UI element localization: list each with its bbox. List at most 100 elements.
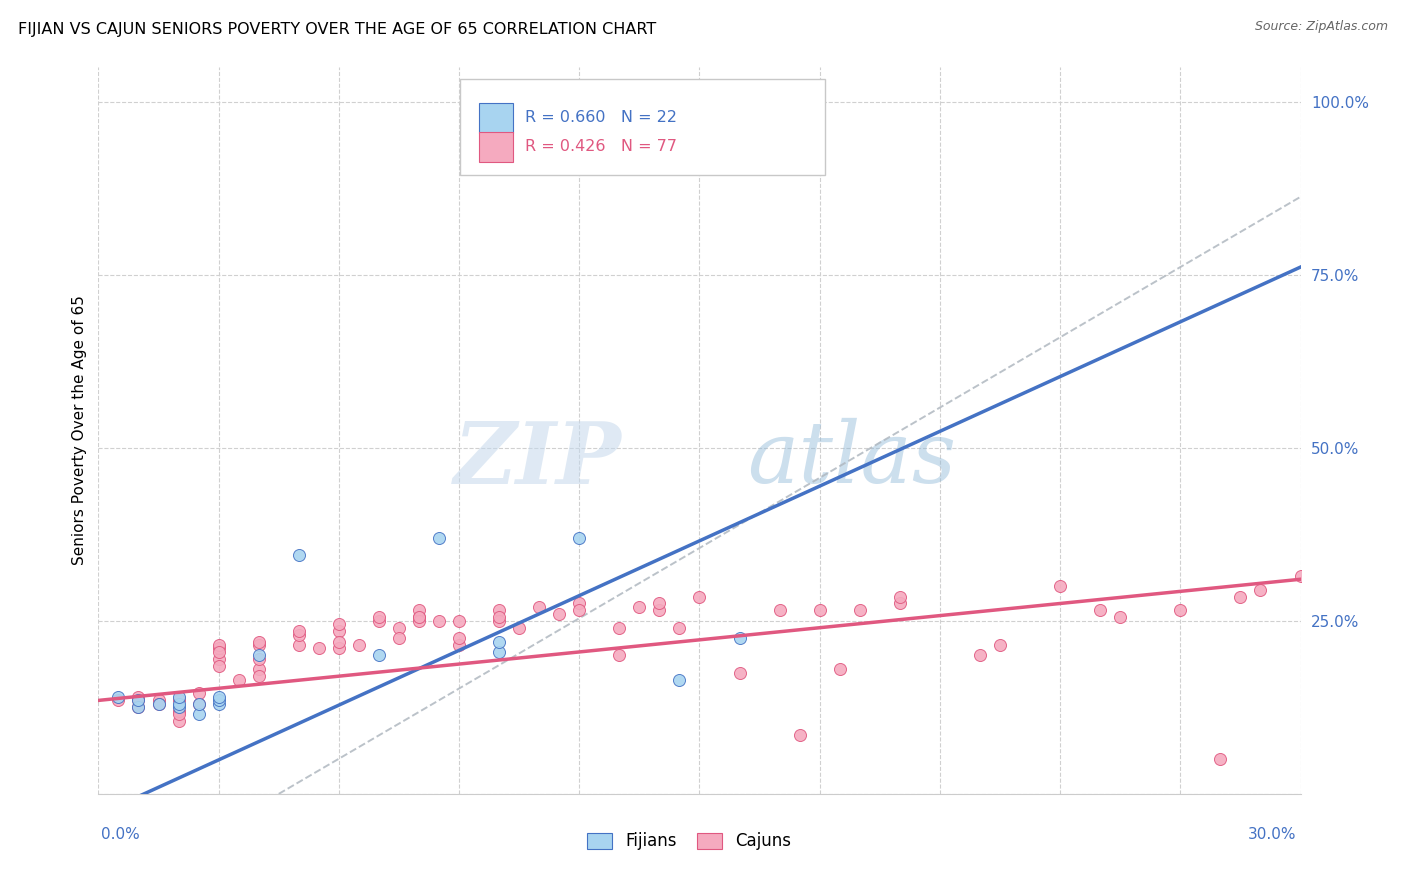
Point — [388, 631, 411, 645]
Point — [427, 614, 450, 628]
Point — [208, 645, 231, 659]
Point — [148, 697, 170, 711]
Point — [208, 697, 231, 711]
Point — [568, 531, 591, 545]
Point — [1250, 582, 1272, 597]
Point — [247, 662, 270, 676]
Point — [148, 697, 170, 711]
Point — [668, 673, 690, 687]
Point — [128, 693, 150, 707]
Point — [529, 599, 551, 614]
Text: FIJIAN VS CAJUN SENIORS POVERTY OVER THE AGE OF 65 CORRELATION CHART: FIJIAN VS CAJUN SENIORS POVERTY OVER THE… — [18, 22, 657, 37]
Point — [488, 610, 510, 624]
Point — [609, 648, 631, 663]
Point — [288, 548, 311, 562]
Point — [247, 652, 270, 666]
Point — [368, 610, 391, 624]
Point — [628, 599, 651, 614]
Point — [648, 597, 671, 611]
Point — [288, 638, 311, 652]
Point — [208, 690, 231, 704]
Point — [288, 624, 311, 639]
Point — [1088, 603, 1111, 617]
Legend: Fijians, Cajuns: Fijians, Cajuns — [581, 826, 797, 857]
Point — [247, 648, 270, 663]
Point — [187, 697, 209, 711]
Point — [228, 673, 250, 687]
Point — [568, 603, 591, 617]
Point — [488, 603, 510, 617]
Point — [128, 690, 150, 704]
Point — [849, 603, 872, 617]
Text: Source: ZipAtlas.com: Source: ZipAtlas.com — [1254, 20, 1388, 33]
Point — [368, 614, 391, 628]
Point — [247, 638, 270, 652]
Point — [447, 614, 470, 628]
Point — [247, 634, 270, 648]
Point — [488, 645, 510, 659]
Point — [889, 597, 911, 611]
Point — [488, 614, 510, 628]
Point — [1229, 590, 1251, 604]
Point — [247, 669, 270, 683]
Point — [408, 610, 430, 624]
Point — [689, 590, 711, 604]
Point — [347, 638, 370, 652]
Y-axis label: Seniors Poverty Over the Age of 65: Seniors Poverty Over the Age of 65 — [72, 295, 87, 566]
Point — [187, 686, 209, 700]
Point — [769, 603, 792, 617]
Point — [548, 607, 571, 621]
Point — [988, 638, 1011, 652]
Point — [288, 627, 311, 641]
Point — [328, 641, 350, 656]
Point — [107, 690, 129, 704]
Text: atlas: atlas — [748, 418, 956, 500]
Point — [447, 631, 470, 645]
Point — [208, 693, 231, 707]
Point — [889, 590, 911, 604]
FancyBboxPatch shape — [460, 78, 824, 175]
Point — [648, 603, 671, 617]
Point — [368, 648, 391, 663]
Point — [328, 634, 350, 648]
Point — [789, 728, 811, 742]
Point — [187, 697, 209, 711]
Point — [728, 631, 751, 645]
Point — [167, 704, 190, 718]
Point — [167, 707, 190, 722]
Text: ZIP: ZIP — [454, 417, 621, 501]
Point — [328, 624, 350, 639]
Point — [167, 714, 190, 728]
Point — [107, 693, 129, 707]
Point — [408, 610, 430, 624]
Point — [167, 700, 190, 714]
Point — [568, 597, 591, 611]
Point — [447, 638, 470, 652]
Point — [609, 621, 631, 635]
Point — [808, 603, 831, 617]
FancyBboxPatch shape — [479, 103, 513, 133]
Point — [208, 658, 231, 673]
Text: R = 0.426   N = 77: R = 0.426 N = 77 — [526, 139, 678, 154]
Point — [128, 693, 150, 707]
Point — [167, 697, 190, 711]
Point — [128, 700, 150, 714]
Point — [969, 648, 991, 663]
Point — [128, 700, 150, 714]
Text: R = 0.660   N = 22: R = 0.660 N = 22 — [526, 111, 678, 125]
Point — [1209, 752, 1232, 766]
FancyBboxPatch shape — [479, 132, 513, 162]
Point — [828, 662, 851, 676]
Point — [308, 641, 330, 656]
Text: 0.0%: 0.0% — [101, 827, 141, 841]
Point — [668, 621, 690, 635]
Point — [208, 652, 231, 666]
Point — [1049, 579, 1071, 593]
Point — [728, 665, 751, 680]
Point — [427, 531, 450, 545]
Point — [408, 603, 430, 617]
Point — [328, 617, 350, 632]
Point — [1289, 569, 1312, 583]
Point — [208, 641, 231, 656]
Point — [148, 693, 170, 707]
